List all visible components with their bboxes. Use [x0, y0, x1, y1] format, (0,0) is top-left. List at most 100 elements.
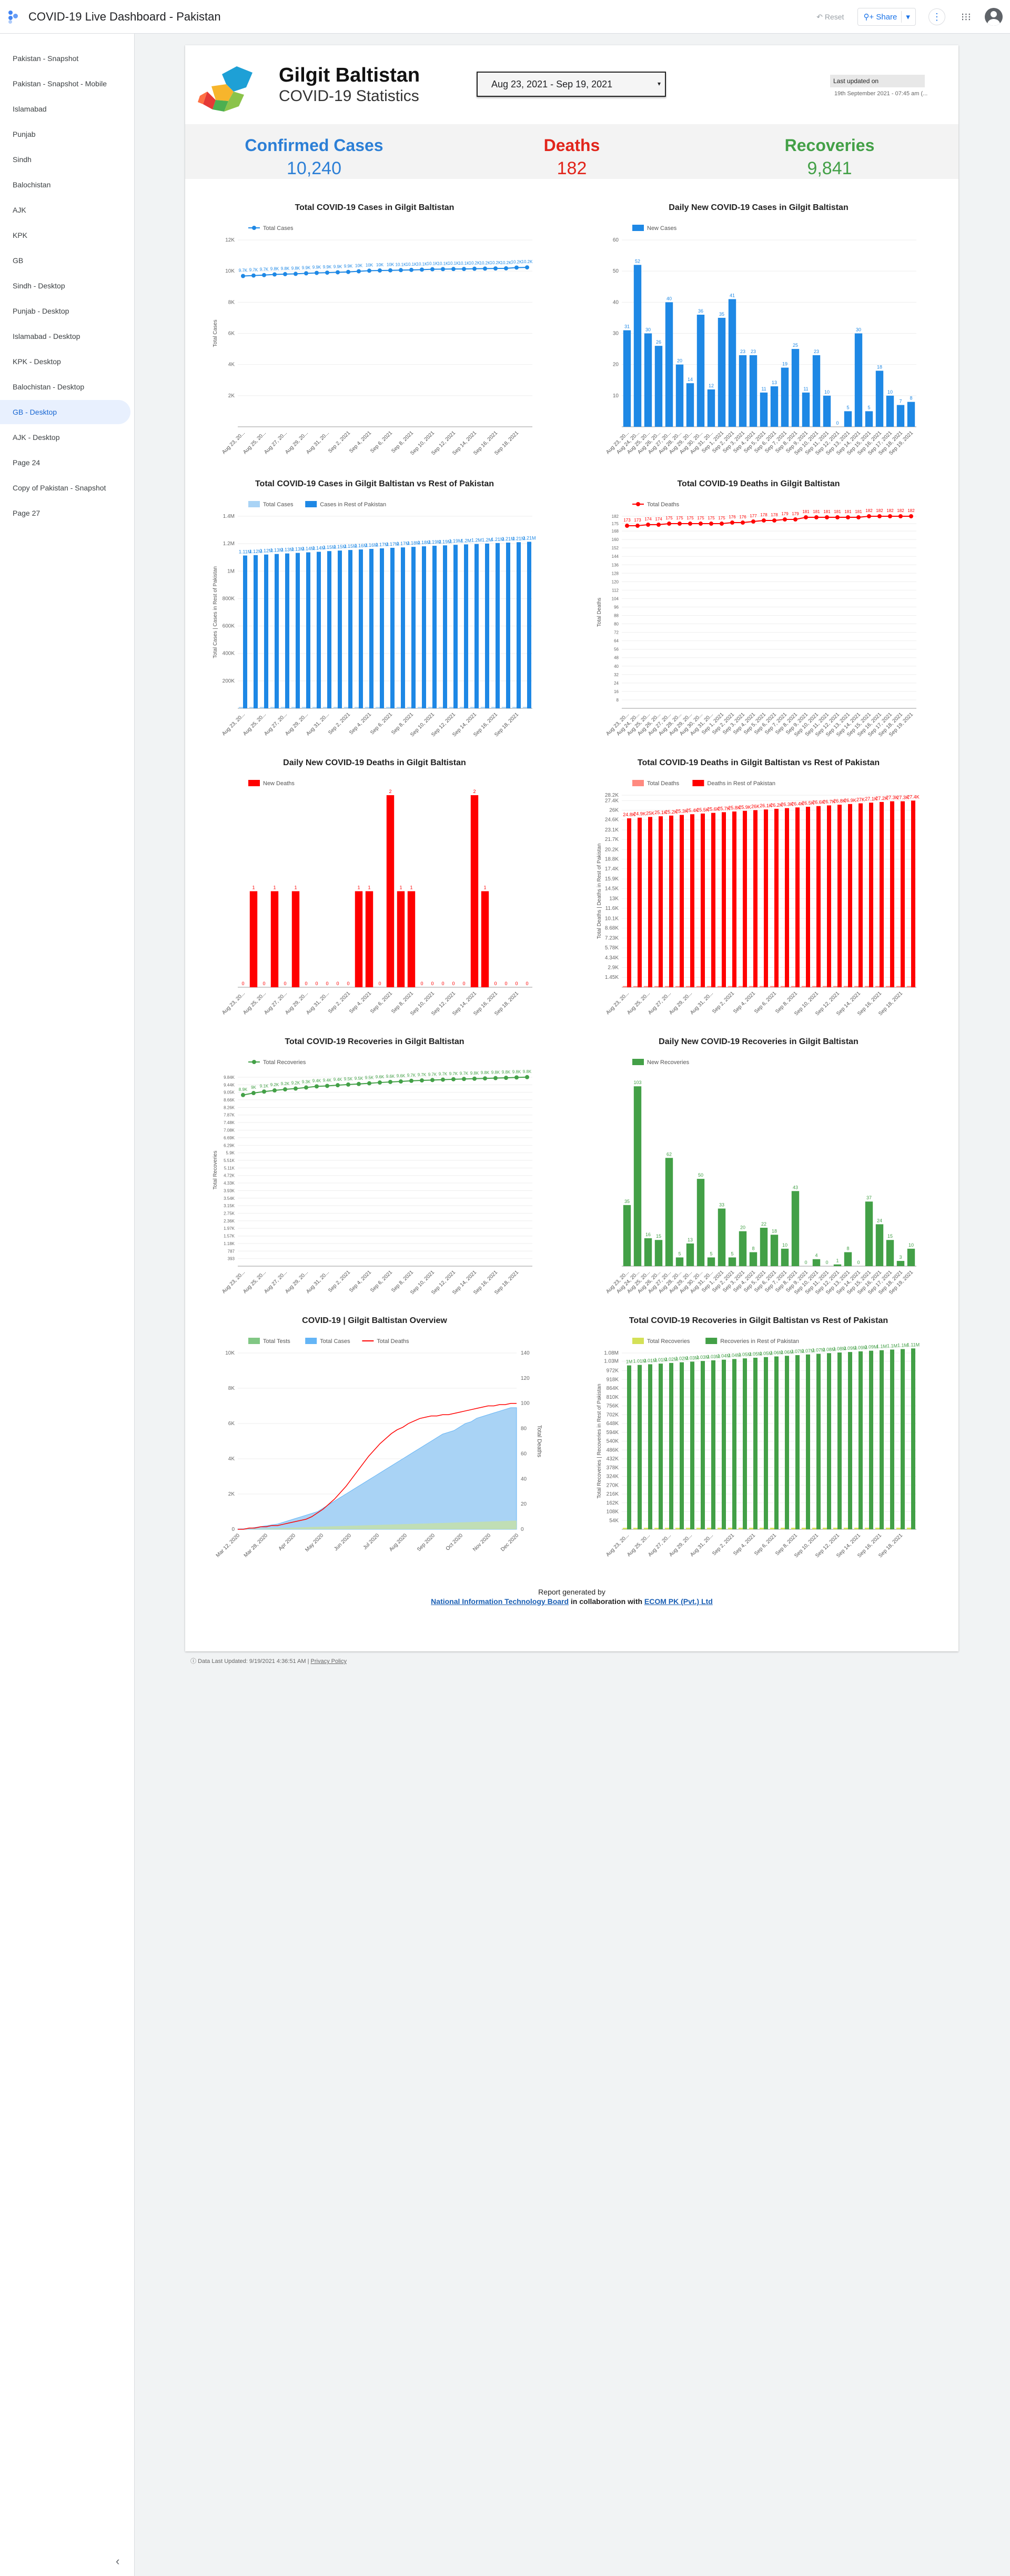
- sidebar-item-copy-of-pakistan-snapshot[interactable]: Copy of Pakistan - Snapshot: [13, 484, 106, 492]
- sidebar-item-kpk-desktop[interactable]: KPK - Desktop: [13, 357, 61, 366]
- data-label: 25.8K: [728, 805, 741, 810]
- share-dropdown-icon[interactable]: ▾: [906, 13, 910, 22]
- data-label: 23: [814, 349, 819, 354]
- y-tick-label: 1M: [227, 568, 235, 574]
- x-tick-label: Aug 2020: [388, 1532, 408, 1552]
- y-tick-label: 20.2K: [605, 847, 619, 853]
- share-button[interactable]: ⚲+ Share ▾: [857, 8, 916, 26]
- chart-title-c2: Daily New COVID-19 Cases in Gilgit Balti…: [669, 203, 849, 212]
- data-label: 1.17M: [386, 542, 399, 547]
- sidebar-item-gb[interactable]: GB: [13, 256, 24, 265]
- y-tick-label: 21.7K: [605, 837, 619, 843]
- y-tick-label: 32: [614, 673, 619, 677]
- bar: [623, 1528, 627, 1529]
- legend-entry-c9-0[interactable]: Total Tests: [248, 1338, 290, 1345]
- sidebar-item-pakistan-snapshot[interactable]: Pakistan - Snapshot: [13, 54, 79, 63]
- data-label: 31: [624, 324, 630, 329]
- bar: [285, 553, 289, 708]
- bar: [527, 542, 531, 708]
- data-label: 5: [731, 1251, 733, 1256]
- sidebar-item-page-27[interactable]: Page 27: [13, 509, 41, 517]
- recoveries-value: 9,841: [807, 158, 852, 178]
- sidebar-item-balochistan-desktop[interactable]: Balochistan - Desktop: [13, 383, 85, 391]
- sidebar-item-punjab[interactable]: Punjab: [13, 130, 36, 138]
- sidebar-item-islamabad[interactable]: Islamabad: [13, 105, 47, 113]
- sidebar-item-sindh[interactable]: Sindh: [13, 155, 32, 164]
- x-tick-label: Sep 6, 2021: [369, 990, 393, 1015]
- data-label: 1.09M: [864, 1345, 877, 1350]
- y-tick-label: 11.6K: [605, 906, 619, 911]
- legend-entry-c10-0[interactable]: Total Recoveries: [632, 1338, 690, 1345]
- legend-entry-c8-0[interactable]: New Recoveries: [632, 1059, 690, 1066]
- bar: [907, 402, 915, 427]
- data-label: 174: [644, 517, 652, 522]
- sidebar-item-balochistan[interactable]: Balochistan: [13, 181, 51, 189]
- x-tick-label: Sep 4, 2021: [732, 1532, 756, 1557]
- legend-entry-c6-1[interactable]: Deaths in Rest of Pakistan: [692, 780, 775, 787]
- y-tick-label: 30: [613, 331, 619, 337]
- sidebar-item-gb-desktop[interactable]: GB - Desktop: [0, 400, 130, 424]
- chart-title-c6: Total COVID-19 Deaths in Gilgit Baltista…: [637, 758, 880, 767]
- data-label: 0: [262, 981, 265, 986]
- data-label: 0: [452, 981, 454, 986]
- legend-entry-c3-0[interactable]: Total Cases: [248, 501, 294, 508]
- legend-entry-c10-1[interactable]: Recoveries in Rest of Pakistan: [705, 1338, 799, 1345]
- data-point: [635, 524, 640, 528]
- series-line-c1: [243, 267, 528, 277]
- y-tick-label: 64: [614, 639, 619, 644]
- sidebar-item-ajk-desktop[interactable]: AJK - Desktop: [13, 433, 60, 442]
- sidebar-item-page-24[interactable]: Page 24: [13, 458, 41, 467]
- bar: [886, 986, 890, 987]
- ecom-link[interactable]: ECOM PK (Pvt.) Ltd: [644, 1597, 713, 1606]
- apps-grid-icon[interactable]: ⁝⁝⁝: [961, 11, 971, 23]
- legend-entry-c4-0[interactable]: Total Deaths: [632, 502, 680, 508]
- sidebar-item-punjab-desktop[interactable]: Punjab - Desktop: [13, 307, 69, 315]
- legend-entry-c5-0[interactable]: New Deaths: [248, 780, 295, 787]
- data-label: 0: [526, 981, 528, 986]
- ntb-link[interactable]: National Information Technology Board: [431, 1597, 569, 1606]
- sidebar-item-ajk[interactable]: AJK: [13, 206, 26, 214]
- data-label: 1.08M: [833, 1346, 846, 1351]
- data-label: 0: [315, 981, 318, 986]
- legend-label-c4-0: Total Deaths: [647, 502, 680, 508]
- reset-button[interactable]: ↶ Reset: [816, 12, 844, 21]
- sidebar-item-sindh-desktop[interactable]: Sindh - Desktop: [13, 282, 65, 290]
- legend-entry-c9-2[interactable]: Total Deaths: [362, 1338, 409, 1345]
- data-label: 10.1K: [406, 262, 418, 267]
- data-label: 1: [294, 885, 297, 890]
- legend-label-c8-0: New Recoveries: [647, 1059, 690, 1066]
- data-label: 1.01M: [643, 1358, 656, 1363]
- y-tick-label: 40: [613, 299, 619, 305]
- y-tick-label: 702K: [607, 1412, 619, 1418]
- sidebar-item-pakistan-snapshot-mobile[interactable]: Pakistan - Snapshot - Mobile: [13, 79, 107, 88]
- chart-c9: Total Tests Total Cases Total Deaths 0 2K 4K 6…: [215, 1338, 542, 1559]
- legend-entry-c3-1[interactable]: Cases in Rest of Pakistan: [305, 501, 386, 508]
- bar: [823, 395, 831, 427]
- legend-entry-c9-1[interactable]: Total Cases: [305, 1338, 350, 1345]
- legend-entry-c7-0[interactable]: Total Recoveries: [248, 1059, 306, 1066]
- data-label: 9.9K: [312, 265, 321, 270]
- legend-entry-c2-0[interactable]: New Cases: [632, 225, 677, 232]
- sidebar-item-islamabad-desktop[interactable]: Islamabad - Desktop: [13, 332, 80, 340]
- chart-title-c4: Total COVID-19 Deaths in Gilgit Baltista…: [677, 479, 840, 488]
- date-range-picker[interactable]: Aug 23, 2021 - Sep 19, 2021 ▾: [477, 72, 666, 97]
- legend-entry-c1-0[interactable]: Total Cases: [248, 225, 294, 232]
- data-label: 20: [740, 1225, 745, 1230]
- y-axis-label: Total Recoveries: [213, 1151, 218, 1190]
- bar: [718, 986, 722, 987]
- legend-label-c3-0: Total Cases: [263, 502, 294, 508]
- y-tick-label: 7.23K: [605, 935, 619, 941]
- more-options-icon[interactable]: ⋮: [928, 8, 945, 25]
- collapse-sidebar-icon[interactable]: ‹: [116, 2554, 120, 2568]
- y-tick-label: 50: [613, 268, 619, 274]
- data-label: 1.15M: [344, 544, 357, 549]
- account-avatar-icon[interactable]: [985, 8, 1003, 26]
- data-label: 36: [698, 308, 703, 314]
- legend-entry-c6-0[interactable]: Total Deaths: [632, 780, 680, 787]
- privacy-policy-link[interactable]: Privacy Policy: [310, 1658, 347, 1665]
- data-label: 1.07M: [812, 1348, 825, 1353]
- bar: [827, 805, 831, 987]
- sidebar-item-kpk[interactable]: KPK: [13, 231, 28, 239]
- data-label: 9.6K: [386, 1074, 395, 1079]
- bar: [422, 546, 426, 708]
